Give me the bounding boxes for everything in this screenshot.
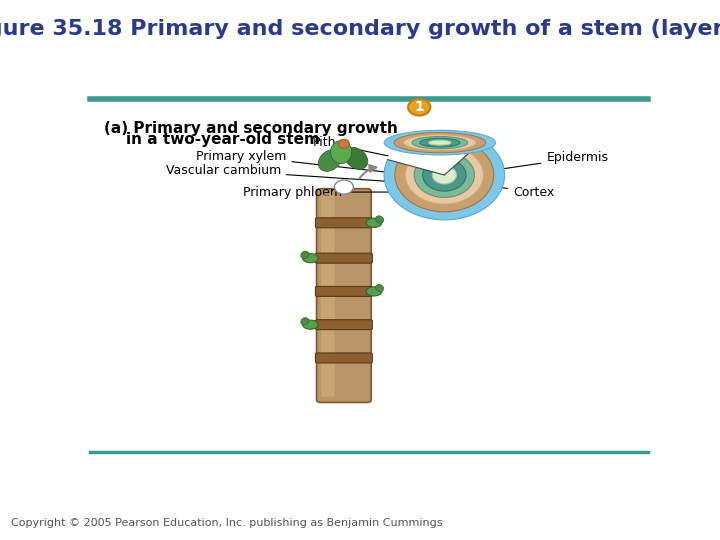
FancyBboxPatch shape — [315, 353, 372, 363]
Text: in a two-year-old stem: in a two-year-old stem — [126, 132, 320, 147]
Circle shape — [334, 180, 354, 194]
Ellipse shape — [394, 132, 485, 153]
Text: Epidermis: Epidermis — [500, 151, 608, 169]
Ellipse shape — [318, 150, 341, 171]
Circle shape — [395, 138, 494, 212]
Ellipse shape — [302, 254, 318, 263]
Text: Primary phloem: Primary phloem — [243, 186, 438, 199]
FancyBboxPatch shape — [315, 286, 372, 296]
Text: Pith: Pith — [313, 136, 444, 168]
FancyBboxPatch shape — [315, 218, 372, 228]
Circle shape — [384, 130, 505, 220]
Ellipse shape — [412, 137, 468, 149]
Ellipse shape — [366, 287, 382, 296]
Circle shape — [432, 166, 456, 184]
Text: Vascular cambium: Vascular cambium — [166, 164, 438, 185]
Ellipse shape — [428, 140, 451, 145]
Text: Cortex: Cortex — [494, 186, 554, 199]
Wedge shape — [387, 129, 484, 175]
FancyBboxPatch shape — [321, 194, 335, 396]
Circle shape — [414, 152, 474, 198]
Text: Copyright © 2005 Pearson Education, Inc. publishing as Benjamin Cummings: Copyright © 2005 Pearson Education, Inc.… — [11, 518, 442, 528]
Ellipse shape — [301, 251, 309, 259]
Ellipse shape — [376, 216, 384, 223]
Ellipse shape — [301, 318, 309, 325]
Ellipse shape — [384, 130, 495, 155]
Ellipse shape — [302, 320, 318, 329]
Circle shape — [405, 146, 484, 204]
Ellipse shape — [376, 285, 384, 292]
Ellipse shape — [420, 138, 460, 147]
FancyBboxPatch shape — [317, 188, 372, 402]
Text: 1: 1 — [414, 100, 424, 114]
Circle shape — [423, 159, 466, 191]
Text: Primary xylem: Primary xylem — [196, 150, 443, 178]
Text: (a) Primary and secondary growth: (a) Primary and secondary growth — [104, 121, 398, 136]
Text: Figure 35.18 Primary and secondary growth of a stem (layer 1): Figure 35.18 Primary and secondary growt… — [0, 19, 720, 39]
Ellipse shape — [366, 218, 382, 227]
Circle shape — [408, 99, 431, 116]
Ellipse shape — [330, 141, 351, 164]
FancyBboxPatch shape — [315, 320, 372, 329]
Ellipse shape — [345, 147, 368, 169]
Ellipse shape — [404, 134, 476, 151]
Ellipse shape — [338, 139, 349, 148]
FancyBboxPatch shape — [315, 253, 372, 263]
